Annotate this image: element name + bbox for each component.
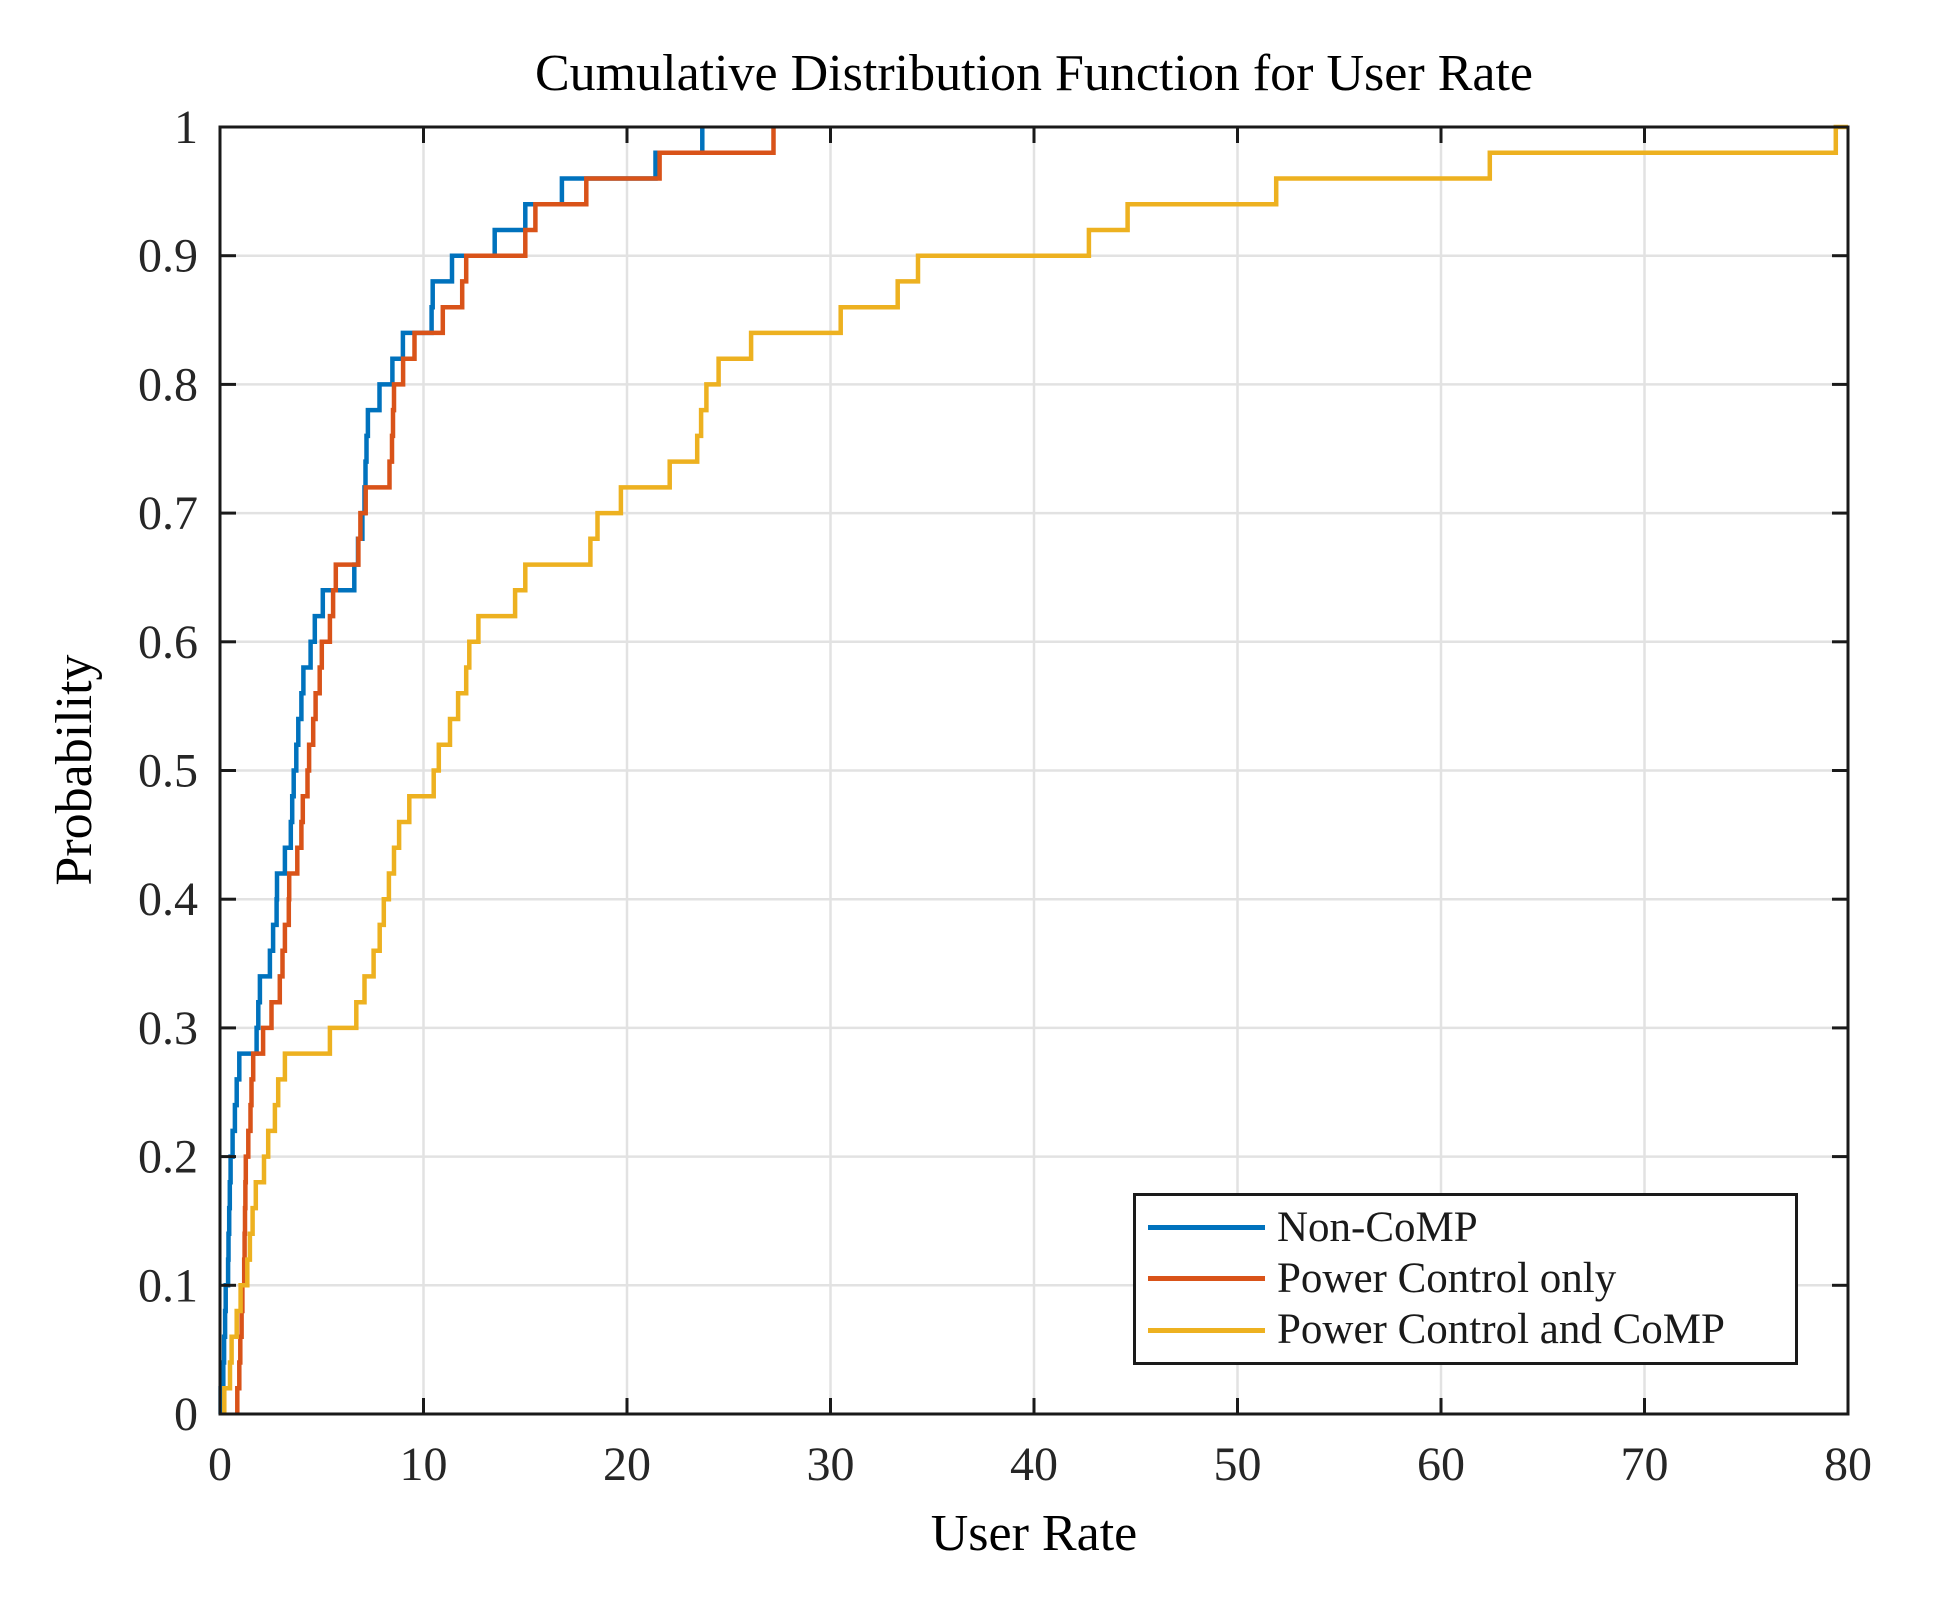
- legend-entry: Non-CoMP: [1136, 1204, 1795, 1252]
- y-tick-label: 1: [174, 101, 198, 154]
- legend-entry-label: Power Control only: [1277, 1254, 1617, 1302]
- legend-line-swatch: [1148, 1327, 1265, 1333]
- x-axis-label: User Rate: [930, 1505, 1138, 1562]
- y-tick-label: 0: [174, 1388, 198, 1441]
- legend-line-swatch: [1148, 1276, 1265, 1282]
- legend-entry-label: Power Control and CoMP: [1277, 1306, 1725, 1354]
- x-tick-label: 80: [1824, 1438, 1872, 1491]
- legend-entry: Power Control and CoMP: [1136, 1306, 1795, 1354]
- y-tick-label: 0.1: [138, 1259, 198, 1312]
- chart-title: Cumulative Distribution Function for Use…: [535, 45, 1533, 102]
- cdf-curve-power-control-and-comp: [222, 124, 1848, 1414]
- cdf-curve-power-control-only: [235, 127, 776, 1414]
- y-tick-label: 0.2: [138, 1131, 198, 1184]
- y-tick-label: 0.3: [138, 1002, 198, 1055]
- y-tick-label: 0.5: [138, 745, 198, 798]
- x-tick-label: 40: [1010, 1438, 1058, 1491]
- legend-entry-label: Non-CoMP: [1277, 1203, 1478, 1251]
- x-tick-label: 30: [807, 1438, 855, 1491]
- x-tick-label: 20: [603, 1438, 651, 1491]
- x-tick-label: 0: [208, 1438, 232, 1491]
- y-tick-label: 0.8: [138, 358, 198, 411]
- x-tick-label: 10: [400, 1438, 448, 1491]
- legend: Non-CoMP Power Control only Power Control …: [1133, 1193, 1798, 1365]
- x-tick-label: 60: [1417, 1438, 1465, 1491]
- x-tick-label: 50: [1214, 1438, 1262, 1491]
- y-tick-label: 0.9: [138, 230, 198, 283]
- x-tick-label: 70: [1621, 1438, 1669, 1491]
- y-axis-label: Probability: [46, 654, 103, 886]
- cdf-curve-non-comp: [218, 127, 705, 1414]
- y-tick-label: 0.4: [138, 873, 198, 926]
- legend-entry: Power Control only: [1136, 1255, 1795, 1303]
- y-tick-label: 0.6: [138, 616, 198, 669]
- y-tick-label: 0.7: [138, 487, 198, 540]
- legend-line-swatch: [1148, 1225, 1265, 1231]
